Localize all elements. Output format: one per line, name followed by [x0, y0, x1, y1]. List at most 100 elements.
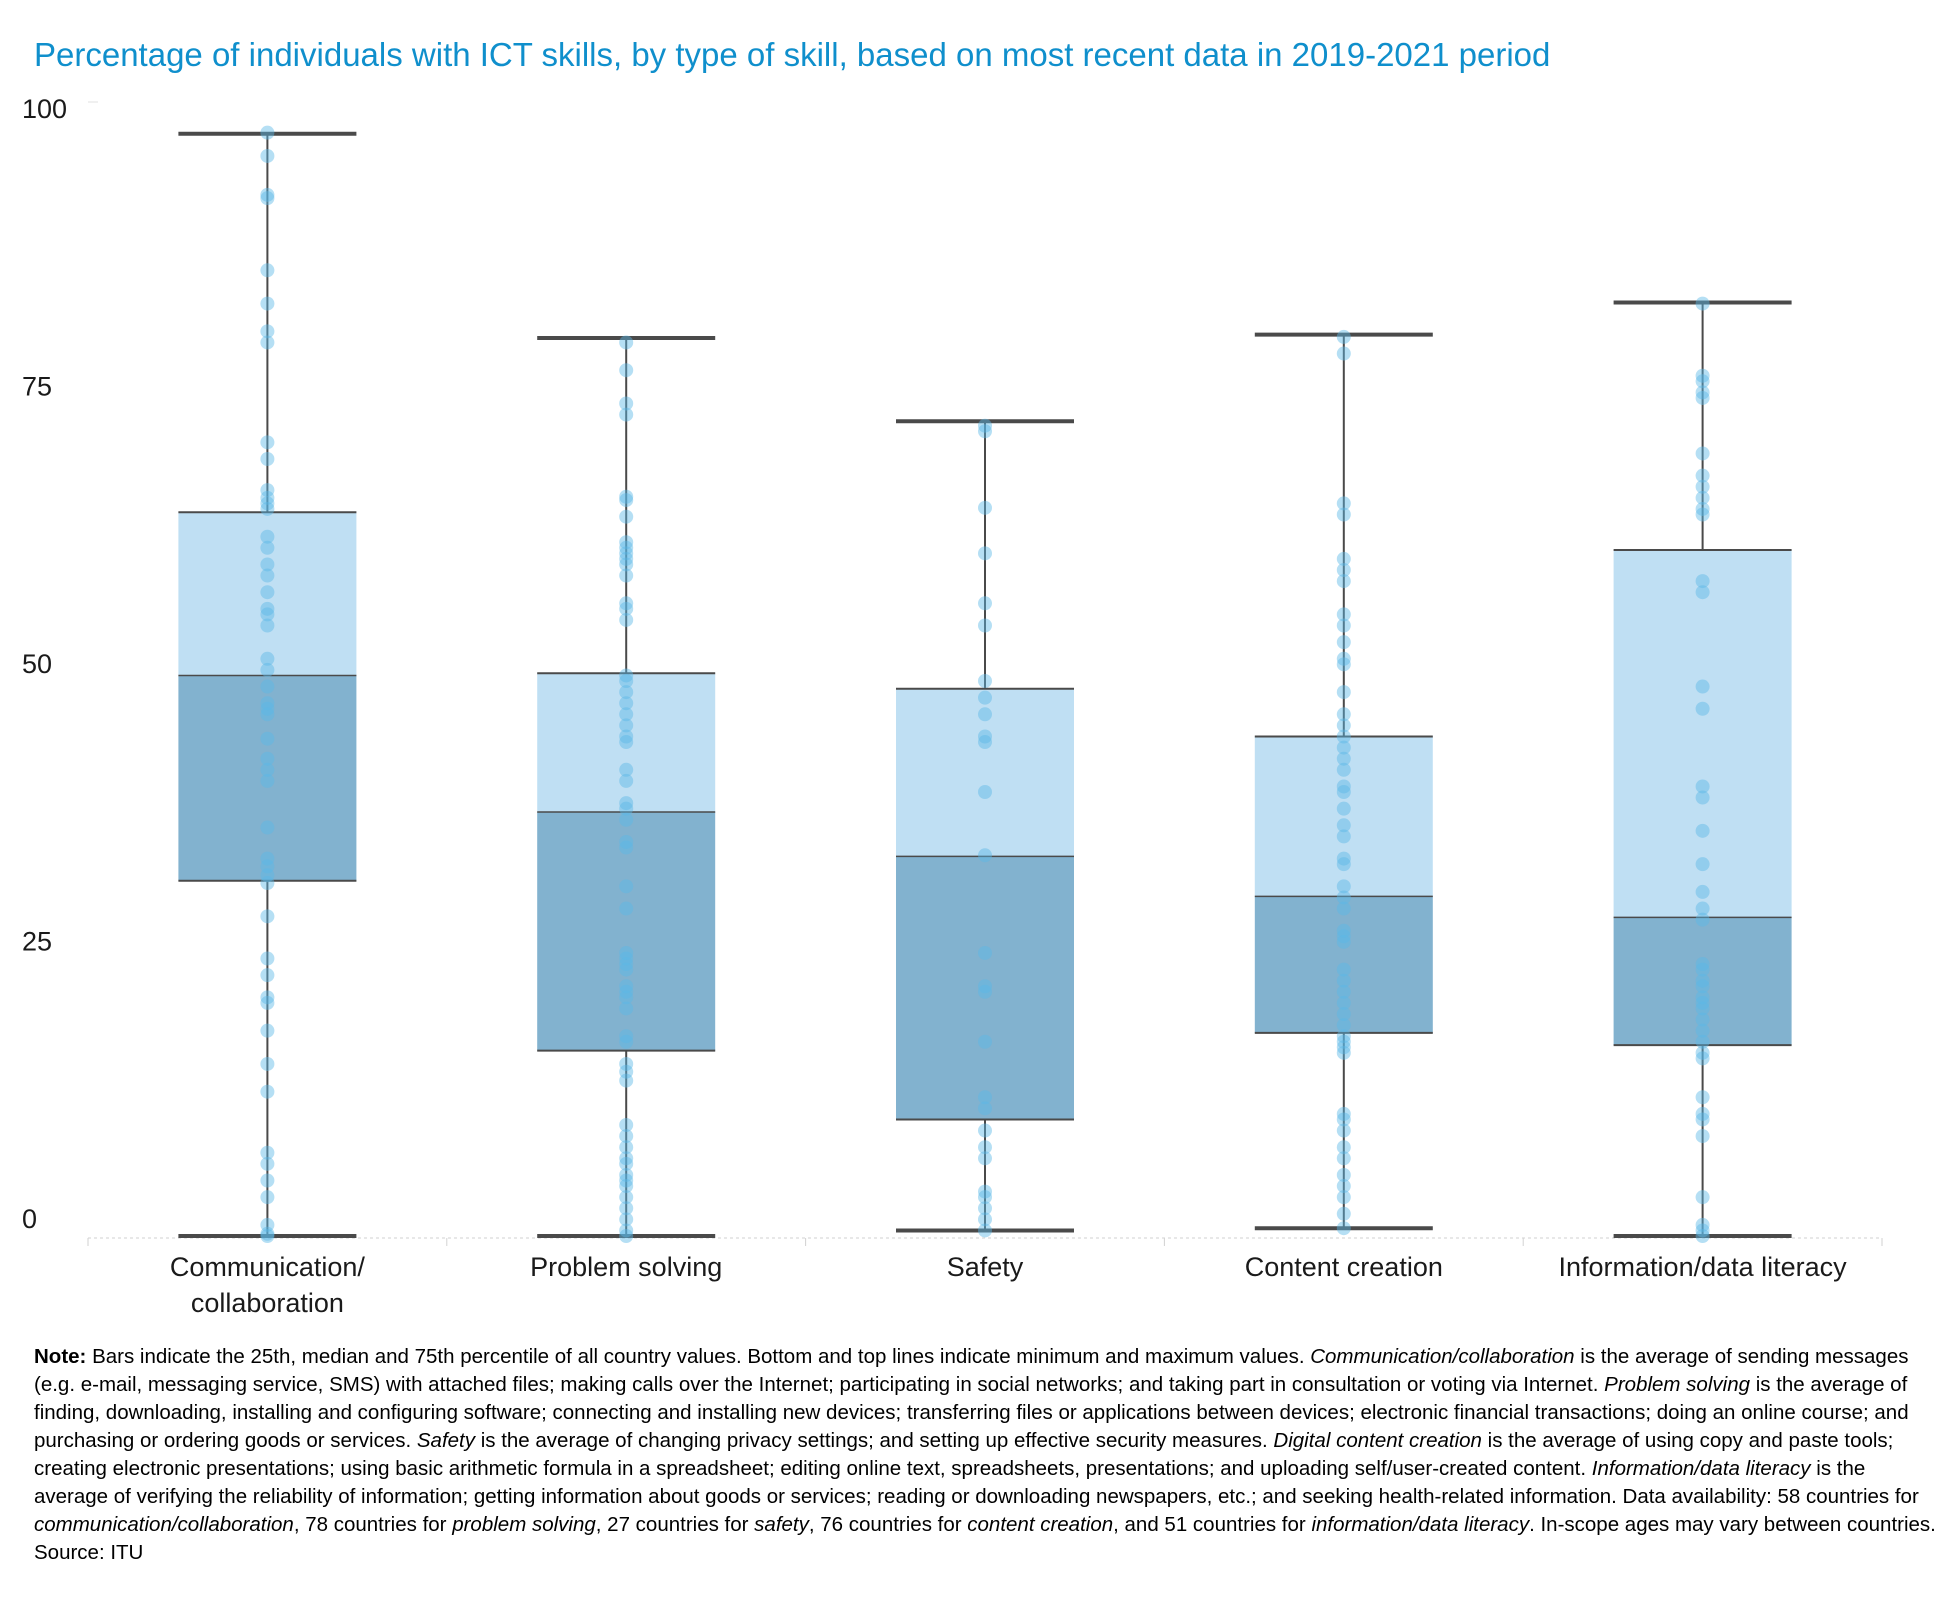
- data-point: [619, 962, 634, 977]
- data-point: [978, 979, 992, 994]
- data-point: [260, 496, 275, 511]
- data-point: [1695, 857, 1710, 872]
- data-point: [619, 879, 634, 894]
- data-point: [619, 509, 634, 524]
- note-body: Bars indicate the 25th, median and 75th …: [34, 1345, 1936, 1564]
- data-point: [260, 1145, 275, 1160]
- data-point: [619, 407, 634, 422]
- data-point: [1336, 1167, 1351, 1182]
- data-point: [1336, 818, 1351, 833]
- data-point: [978, 1190, 992, 1205]
- box-upper: [1613, 550, 1792, 918]
- data-point: [619, 363, 634, 378]
- box-plot-chart: 0 25 50 75 100 Communication/collaboration Pro…: [22, 94, 1883, 1318]
- data-point: [1695, 1112, 1710, 1127]
- data-point: [260, 585, 275, 600]
- data-point: [978, 674, 992, 688]
- note-term: Safety: [416, 1429, 475, 1452]
- data-point: [619, 718, 634, 733]
- box-upper: [178, 512, 357, 676]
- data-point: [978, 729, 992, 744]
- box-lower: [896, 856, 1074, 1120]
- data-point: [260, 968, 275, 983]
- data-point: [619, 668, 634, 683]
- data-point: [619, 990, 634, 1005]
- data-point: [619, 812, 634, 827]
- data-point: [619, 735, 634, 750]
- note-text: , and 51 countries for: [1113, 1513, 1312, 1536]
- data-point: [1695, 296, 1710, 311]
- note-term: Digital content creation: [1273, 1429, 1482, 1452]
- data-point: [1695, 962, 1710, 977]
- data-point: [1336, 718, 1351, 733]
- data-point: [978, 596, 992, 611]
- data-point: [619, 957, 634, 972]
- data-point: [1336, 346, 1351, 361]
- data-point: [619, 674, 634, 688]
- data-point: [1695, 1090, 1710, 1105]
- data-point: [260, 773, 275, 788]
- data-point: [1695, 468, 1710, 483]
- data-point: [1695, 501, 1710, 516]
- data-point: [260, 191, 275, 206]
- data-point: [1695, 979, 1710, 994]
- data-point: [1695, 507, 1710, 522]
- data-point: [978, 1101, 992, 1116]
- data-point: [619, 773, 634, 788]
- data-point: [978, 707, 992, 722]
- note-label: Note:: [34, 1345, 87, 1368]
- data-point: [619, 685, 634, 700]
- data-point: [1336, 1007, 1351, 1021]
- data-point: [978, 984, 992, 999]
- data-point: [978, 500, 992, 515]
- data-point: [260, 1084, 275, 1099]
- data-point: [619, 696, 634, 711]
- data-point: [619, 840, 634, 855]
- data-point: [619, 834, 634, 849]
- data-point: [260, 483, 275, 498]
- data-point: [619, 601, 634, 616]
- data-point: [1336, 851, 1351, 866]
- data-point: [619, 1201, 634, 1216]
- category-label: Problem solving: [530, 1252, 722, 1282]
- note-text: is the average of sending messages (e.g.…: [34, 1345, 1909, 1396]
- data-point: [1336, 496, 1351, 511]
- data-point: [1695, 385, 1710, 400]
- data-point: [1336, 1034, 1351, 1049]
- data-point: [1336, 657, 1351, 672]
- data-point: [619, 557, 634, 572]
- data-point: [978, 418, 992, 433]
- y-tick-label: 75: [22, 372, 52, 402]
- category-label: Information/data literacy: [1559, 1252, 1848, 1282]
- data-point: [1695, 574, 1710, 589]
- data-point: [619, 1056, 634, 1071]
- data-point: [619, 762, 634, 777]
- data-point: [1695, 585, 1710, 600]
- data-point: [619, 1212, 634, 1227]
- data-point: [260, 1023, 275, 1038]
- data-point: [1336, 751, 1351, 766]
- note-term: Communication/collaboration: [1310, 1345, 1575, 1368]
- data-point: [260, 557, 275, 572]
- data-point: [978, 848, 992, 863]
- note-term: problem solving: [452, 1513, 596, 1536]
- data-point: [1336, 879, 1351, 894]
- data-point: [1695, 1034, 1710, 1049]
- data-point: [1336, 1190, 1351, 1205]
- data-point: [260, 731, 275, 746]
- data-point: [619, 1118, 634, 1132]
- data-point: [1336, 1106, 1351, 1121]
- data-point: [619, 945, 634, 960]
- data-point: [619, 951, 634, 966]
- box-upper: [537, 673, 716, 812]
- data-point: [260, 696, 275, 711]
- data-point: [1336, 551, 1351, 566]
- data-point: [1336, 923, 1351, 938]
- data-point: [978, 1090, 992, 1105]
- data-point: [619, 1151, 634, 1166]
- data-point: [978, 618, 992, 633]
- y-tick-label: 0: [22, 1204, 37, 1234]
- data-point: [260, 335, 275, 350]
- note-text: Bars indicate the 25th, median and 75th …: [86, 1345, 1311, 1368]
- chart-title: Percentage of individuals with ICT skill…: [34, 36, 1551, 73]
